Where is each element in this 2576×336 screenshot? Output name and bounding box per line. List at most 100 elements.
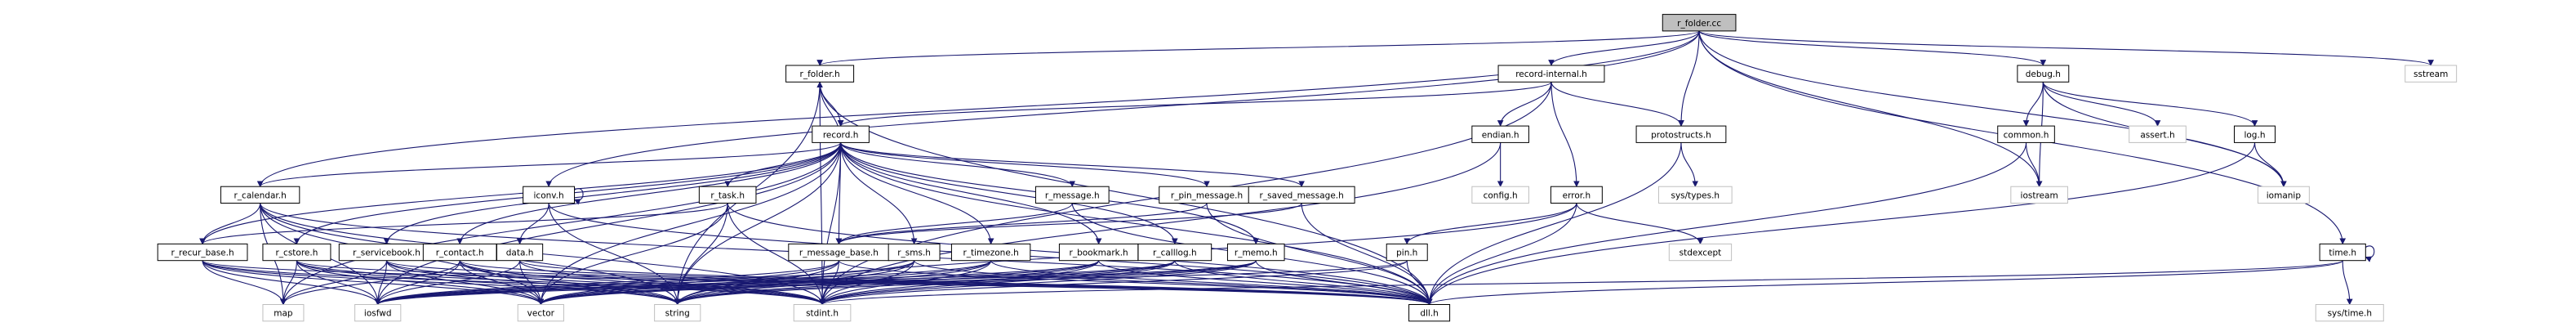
node-label: dll.h — [1420, 309, 1439, 319]
edge-time-to-systime — [2342, 261, 2350, 305]
node-rtimezone[interactable]: r_timezone.h — [951, 244, 1030, 260]
node-config: config.h — [1472, 186, 1529, 203]
node-iosfwd: iosfwd — [355, 305, 401, 321]
dependency-edges — [202, 31, 2431, 305]
node-rsavedmessage[interactable]: r_saved_message.h — [1248, 186, 1355, 203]
node-label: r_recur_base.h — [171, 249, 234, 258]
node-label: r_folder.h — [800, 69, 840, 79]
edge-debug-to-log — [2043, 82, 2254, 126]
node-time[interactable]: time.h — [2320, 244, 2365, 260]
edge-root-to-iomanip — [1699, 31, 2284, 186]
node-label: iomanip — [2267, 190, 2302, 200]
node-label: iostream — [2021, 190, 2058, 200]
edge-protostructs-to-dll — [1430, 142, 1681, 304]
node-sstream: sstream — [2405, 65, 2457, 82]
node-rtask[interactable]: r_task.h — [699, 186, 756, 203]
node-rsms[interactable]: r_sms.h — [888, 244, 940, 260]
node-protostructs[interactable]: protostructs.h — [1636, 126, 1726, 142]
node-label: r_saved_message.h — [1260, 190, 1344, 200]
node-rrecurbase[interactable]: r_recur_base.h — [158, 244, 247, 260]
node-label: record-internal.h — [1515, 69, 1587, 79]
node-label: protostructs.h — [1651, 130, 1711, 140]
node-label: r_servicebook.h — [353, 249, 420, 258]
node-label: sys/types.h — [1671, 190, 1720, 200]
node-label: vector — [527, 309, 555, 319]
edge-record-to-rpinmessage — [841, 142, 1207, 186]
edge-recinternal-to-record — [841, 82, 1551, 126]
node-error[interactable]: error.h — [1550, 186, 1602, 203]
edge-log-to-dll — [1430, 142, 2255, 304]
node-label: stdint.h — [806, 309, 839, 319]
node-label: record.h — [823, 130, 859, 140]
node-endian[interactable]: endian.h — [1472, 126, 1529, 142]
node-string: string — [655, 305, 701, 321]
node-label: r_sms.h — [897, 249, 931, 258]
node-stdint: stdint.h — [794, 305, 851, 321]
edge-debug-to-common — [2027, 82, 2044, 126]
node-iomanip: iomanip — [2258, 186, 2309, 203]
node-label: r_calendar.h — [234, 190, 286, 200]
node-recinternal[interactable]: record-internal.h — [1498, 65, 1604, 82]
node-label: sstream — [2414, 69, 2448, 79]
node-stdexcept: stdexcept — [1669, 244, 1731, 260]
node-label: sys/time.h — [2328, 309, 2372, 319]
node-pin[interactable]: pin.h — [1386, 244, 1427, 260]
node-label: iconv.h — [534, 190, 564, 200]
node-label: debug.h — [2026, 69, 2061, 79]
edge-recinternal-to-protostructs — [1551, 82, 1681, 126]
node-systypes: sys/types.h — [1658, 186, 1732, 203]
node-rpinmessage[interactable]: r_pin_message.h — [1159, 186, 1255, 203]
node-rcalllog[interactable]: r_calllog.h — [1138, 244, 1212, 260]
node-label: r_task.h — [710, 190, 745, 200]
node-common[interactable]: common.h — [1998, 126, 2055, 142]
node-label: r_calllog.h — [1153, 249, 1197, 258]
edge-time-to-time — [2365, 246, 2374, 258]
edge-rmemo-to-dll — [1256, 261, 1429, 305]
node-root[interactable]: r_folder.cc — [1662, 15, 1736, 31]
node-label: r_pin_message.h — [1171, 190, 1243, 200]
node-label: r_timezone.h — [963, 249, 1018, 258]
node-label: r_contact.h — [436, 249, 484, 258]
edge-record-to-rcalendar — [260, 142, 841, 186]
edge-root-to-rfolderh — [820, 31, 1699, 65]
node-label: map — [274, 309, 293, 319]
node-rservicebook[interactable]: r_servicebook.h — [339, 244, 434, 260]
node-dll[interactable]: dll.h — [1409, 305, 1450, 321]
node-assert: assert.h — [2129, 126, 2187, 142]
edge-root-to-debug — [1699, 31, 2043, 65]
node-label: r_folder.cc — [1677, 19, 1721, 29]
node-label: r_message_base.h — [799, 249, 879, 258]
edge-log-to-iomanip — [2254, 142, 2283, 186]
node-iconv[interactable]: iconv.h — [523, 186, 575, 203]
edge-record-to-rmessage — [841, 142, 1073, 186]
node-rcontact[interactable]: r_contact.h — [423, 244, 496, 260]
node-rfolderh[interactable]: r_folder.h — [786, 65, 854, 82]
node-label: log.h — [2244, 130, 2265, 140]
node-label: data.h — [506, 249, 534, 258]
node-rcstore[interactable]: r_cstore.h — [263, 244, 331, 260]
node-label: pin.h — [1396, 249, 1417, 258]
node-label: r_message.h — [1045, 190, 1100, 200]
node-label: r_bookmark.h — [1070, 249, 1128, 258]
edge-error-to-dll — [1430, 204, 1577, 305]
node-rbookmark[interactable]: r_bookmark.h — [1059, 244, 1137, 260]
node-vector: vector — [518, 305, 563, 321]
node-rmessage[interactable]: r_message.h — [1035, 186, 1109, 203]
node-label: r_memo.h — [1235, 249, 1278, 258]
edge-root-to-sstream — [1699, 31, 2431, 65]
node-label: assert.h — [2140, 130, 2174, 140]
node-log[interactable]: log.h — [2234, 126, 2275, 142]
edge-rcstore-to-string — [296, 261, 677, 305]
edge-root-to-iconv — [549, 31, 1699, 186]
node-rmessagebase[interactable]: r_message_base.h — [789, 244, 889, 260]
node-data[interactable]: data.h — [496, 244, 542, 260]
edge-error-to-pin — [1407, 204, 1577, 244]
node-debug[interactable]: debug.h — [2018, 65, 2069, 82]
node-label: string — [665, 309, 690, 319]
node-label: stdexcept — [1680, 249, 1722, 258]
edge-root-to-protostructs — [1681, 31, 1699, 126]
node-record[interactable]: record.h — [812, 126, 870, 142]
node-rcalendar[interactable]: r_calendar.h — [220, 186, 299, 203]
node-rmemo[interactable]: r_memo.h — [1227, 244, 1284, 260]
